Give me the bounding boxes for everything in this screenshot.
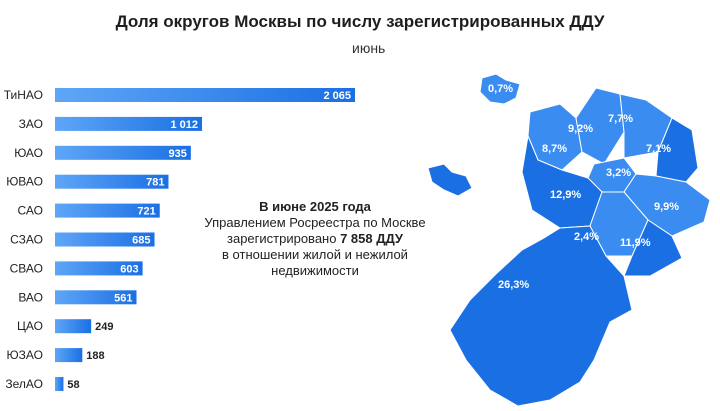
map-label-zao: 12,9%: [550, 189, 581, 201]
bar-category-label: ЮВАО: [6, 175, 43, 189]
note-line: в отношении жилой и нежилой: [222, 247, 408, 262]
bar-value-label: 781: [146, 177, 164, 189]
bar: [55, 145, 191, 160]
bar-chart: ТиНАО 2 065 ЗАО 1 012 ЮАО 935 ЮВАО 781 САО 721 СЗА…: [4, 88, 355, 391]
map-label-yuao: 11,9%: [620, 237, 651, 249]
bar: [55, 203, 160, 218]
bar-category-label: ЗАО: [19, 117, 43, 131]
bar: [55, 116, 203, 131]
bar: [55, 348, 83, 363]
bar-category-label: ЗелАО: [5, 377, 43, 391]
map-district-zelao: [479, 73, 521, 105]
bar-category-label: ЮЗАО: [7, 348, 43, 362]
chart-subtitle: июнь: [352, 40, 386, 56]
note-heading: В июне 2025 года: [259, 199, 371, 214]
bar-category-label: ВАО: [18, 290, 43, 304]
bar: [55, 232, 155, 247]
bar-category-label: СЗАО: [10, 233, 43, 247]
bar-category-label: САО: [18, 204, 43, 218]
map-label-cao: 3,2%: [606, 167, 631, 179]
note-line: недвижимости: [271, 263, 359, 278]
map-label-yuzao: 2,4%: [574, 231, 599, 243]
note-text: зарегистрировано: [227, 231, 341, 246]
bar: [55, 319, 92, 334]
bar-category-label: СВАО: [10, 261, 43, 275]
bar-category-label: ЦАО: [17, 319, 43, 333]
map-label-sao: 7,7%: [608, 113, 633, 125]
moscow-districts-map: 0,7% 9,2% 7,7% 8,7% 7,1% 3,2% 12,9% 9,9%…: [427, 73, 711, 407]
bar-value-label: 249: [95, 321, 113, 333]
bar-value-label: 188: [86, 350, 104, 362]
map-label-zelao: 0,7%: [488, 83, 513, 95]
map-label-vao: 7,1%: [646, 143, 671, 155]
map-label-yuvao: 9,9%: [654, 201, 679, 213]
bar-value-label: 2 065: [323, 90, 351, 102]
bar-value-label: 935: [168, 148, 186, 160]
map-label-zao-upper: 8,7%: [542, 143, 567, 155]
bar-value-label: 58: [67, 379, 79, 391]
bar-category-label: ЮАО: [14, 146, 43, 160]
summary-note: В июне 2025 года Управлением Росреестра …: [190, 199, 440, 279]
note-line: Управлением Росреестра по Москве: [204, 215, 426, 230]
map-label-tinao: 26,3%: [498, 279, 529, 291]
bar-value-label: 1 012: [170, 119, 198, 131]
chart-title: Доля округов Москвы по числу зарегистрир…: [115, 12, 605, 31]
map-enclave: [427, 163, 473, 197]
note-total: 7 858 ДДУ: [340, 231, 403, 246]
bar: [55, 261, 143, 276]
bar: [55, 290, 137, 305]
bar: [55, 174, 169, 189]
bar-category-label: ТиНАО: [4, 88, 43, 102]
map-label-szao: 9,2%: [568, 123, 593, 135]
map-district-yuao: [623, 219, 683, 277]
map-district-tinao: [449, 225, 633, 407]
bar-value-label: 685: [132, 235, 150, 247]
note-line: зарегистрировано 7 858 ДДУ: [190, 231, 440, 247]
bar-value-label: 721: [137, 206, 155, 218]
bar: [55, 88, 355, 102]
bar-value-label: 561: [114, 292, 132, 304]
bar: [55, 377, 64, 391]
bar-value-label: 603: [120, 263, 138, 275]
